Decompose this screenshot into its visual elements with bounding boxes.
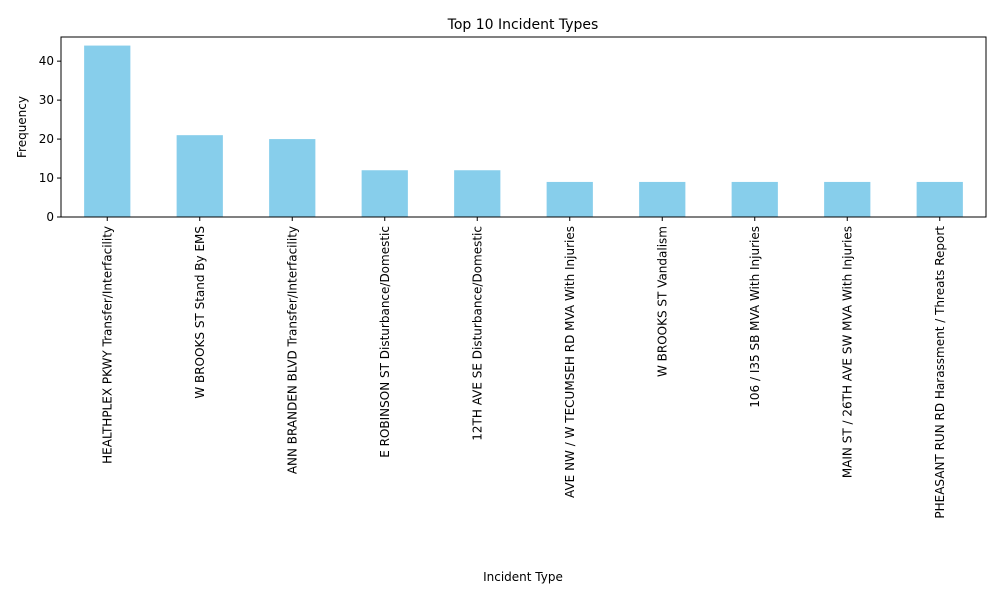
x-axis-label: Incident Type (483, 570, 563, 584)
bar (454, 170, 501, 217)
x-tick-label: ANN BRANDEN BLVD Transfer/Interfacility (285, 226, 299, 474)
x-tick-label: PHEASANT RUN RD Harassment / Threats Rep… (933, 226, 947, 519)
bar (731, 181, 778, 217)
y-tick-label: 20 (39, 132, 54, 146)
bar (546, 181, 593, 217)
chart-title: Top 10 Incident Types (447, 17, 599, 33)
bar (824, 181, 871, 217)
y-tick-label: 30 (39, 93, 54, 107)
y-tick-label: 40 (39, 54, 54, 68)
x-tick-label: W BROOKS ST Stand By EMS (193, 226, 207, 399)
bar (916, 181, 963, 217)
x-tick-label: 106 / I35 SB MVA With Injuries (748, 226, 762, 408)
plot-frame (60, 36, 987, 218)
y-axis-ticks: 0 10 20 30 40 (39, 54, 61, 224)
bar (176, 135, 223, 217)
bar (84, 45, 131, 218)
bars-group (84, 45, 963, 218)
x-tick-label: HEALTHPLEX PKWY Transfer/Interfacility (100, 226, 114, 464)
x-axis-ticks: HEALTHPLEX PKWY Transfer/Interfacility W … (100, 217, 947, 519)
bar (639, 181, 686, 217)
x-tick-label: E ROBINSON ST Disturbance/Domestic (378, 226, 392, 458)
bar (269, 139, 316, 217)
bar (361, 170, 408, 217)
x-tick-label: MAIN ST / 26TH AVE SW MVA With Injuries (840, 226, 854, 478)
y-axis-label: Frequency (15, 96, 29, 158)
x-tick-label: 12TH AVE SE Disturbance/Domestic (470, 226, 484, 441)
y-tick-label: 0 (46, 210, 54, 224)
x-tick-label: W BROOKS ST Vandalism (655, 226, 669, 377)
x-tick-label: AVE NW / W TECUMSEH RD MVA With Injuries (563, 226, 577, 498)
y-tick-label: 10 (39, 171, 54, 185)
